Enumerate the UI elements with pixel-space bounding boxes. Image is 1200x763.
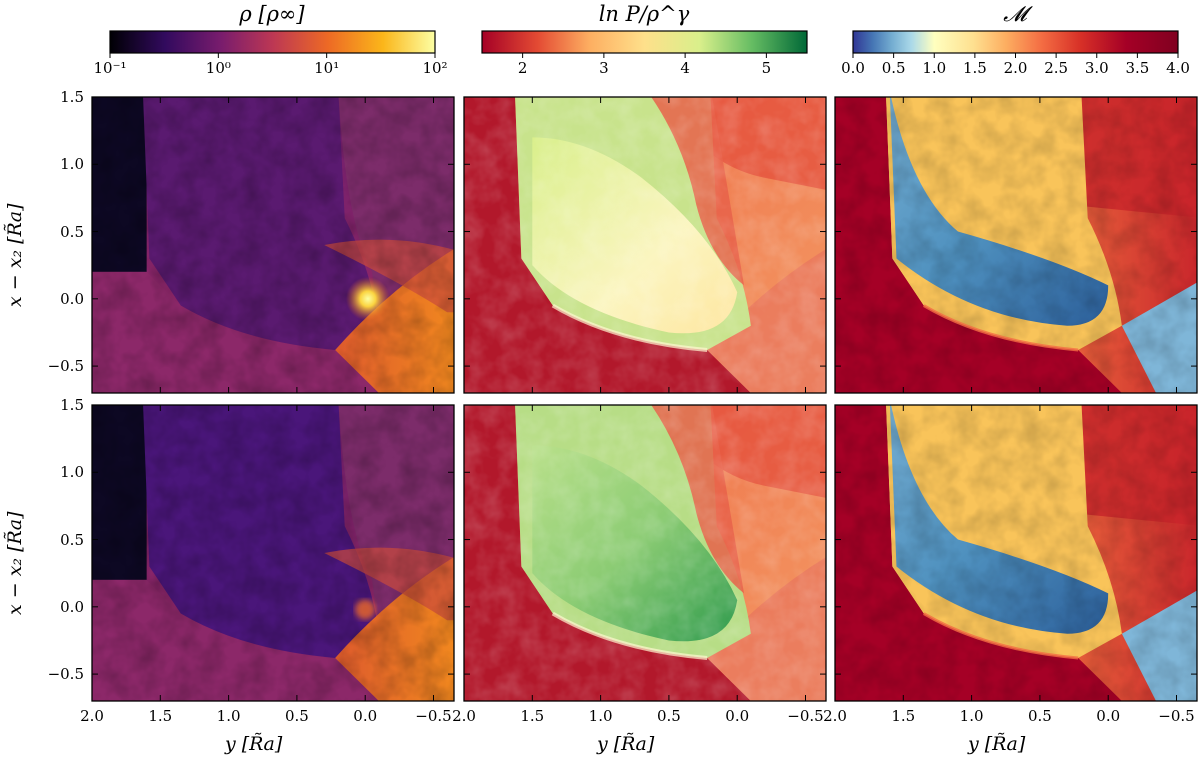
panel-frame: [91, 404, 455, 702]
x-axis-label: y [R̃a]: [968, 733, 1026, 755]
x-tick-label: 1.0: [588, 707, 613, 725]
x-tick-label: 1.0: [959, 707, 984, 725]
x-tick-label: 0.5: [1027, 707, 1052, 725]
panel-density-row2: [91, 404, 455, 702]
x-tick-label: −0.5: [1158, 707, 1195, 725]
y-tick-label: −0.5: [47, 357, 84, 376]
colorbar-tick-label: 2.5: [1044, 59, 1069, 77]
y-tick-label: 0.0: [60, 289, 84, 308]
colorbar-tick-label: 2.0: [1003, 59, 1028, 77]
y-tick-label: −0.5: [47, 665, 84, 684]
colorbar-mach-label: 𝓜: [1003, 2, 1027, 26]
panel-frame: [834, 404, 1198, 702]
x-tick-label: 1.0: [216, 707, 241, 725]
colorbar-tick-label: 2: [517, 59, 528, 77]
colorbar-tick-label: 3: [599, 59, 609, 77]
y-tick-label: 1.0: [60, 463, 84, 482]
x-tick-label: 0.0: [725, 707, 750, 725]
colorbar-tick-label: 4: [680, 59, 690, 77]
colorbar-entropy: [481, 30, 808, 54]
colorbar-tick-label: 4.0: [1166, 59, 1190, 77]
colorbar-tick-label: 10²: [422, 59, 448, 77]
colorbar-tick-label: 10¹: [314, 59, 340, 77]
y-tick-label: 1.0: [60, 155, 84, 174]
x-tick-label: 2.0: [823, 707, 847, 725]
panel-mach-row1: [834, 96, 1198, 394]
colorbar-tick-label: 0.0: [841, 59, 865, 77]
x-tick-label: 0.0: [1096, 707, 1121, 725]
colorbar-tick-label: 1.0: [922, 59, 947, 77]
x-tick-label: 1.5: [148, 707, 173, 725]
y-tick-label: 0.5: [60, 530, 84, 549]
colorbar-tick-label: 10⁻¹: [93, 59, 127, 77]
y-axis-label: x − x₂ [R̃a]: [4, 203, 26, 307]
y-tick-label: 1.5: [60, 396, 84, 414]
y-tick-label: 0.0: [60, 597, 84, 616]
panel-frame: [463, 96, 827, 394]
x-tick-label: 0.5: [656, 707, 681, 725]
colorbar-tick-label: 0.5: [881, 59, 906, 77]
x-tick-label: −0.5: [787, 707, 824, 725]
panel-density-row1: [91, 96, 455, 394]
x-tick-label: 2.0: [80, 707, 104, 725]
x-axis-label: y [R̃a]: [225, 733, 283, 755]
panel-mach-row2: [834, 404, 1198, 702]
colorbar-density-label: ρ [ρ∞]: [239, 2, 305, 26]
x-tick-label: 1.5: [520, 707, 545, 725]
colorbar-tick-label: 3.5: [1125, 59, 1150, 77]
x-tick-label: 0.0: [353, 707, 378, 725]
x-axis-label: y [R̃a]: [597, 733, 655, 755]
panel-frame: [463, 404, 827, 702]
colorbar-tick-label: 3.0: [1084, 59, 1109, 77]
panel-entropy-row2: [463, 404, 827, 702]
panel-frame: [834, 96, 1198, 394]
x-tick-label: 2.0: [452, 707, 476, 725]
colorbar-entropy-label: ln P/ρ^γ: [598, 2, 690, 26]
y-tick-label: 1.5: [60, 88, 84, 106]
panel-entropy-row1: [463, 96, 827, 394]
y-tick-label: 0.5: [60, 222, 84, 241]
x-tick-label: 0.5: [284, 707, 309, 725]
x-tick-label: 1.5: [891, 707, 916, 725]
colorbar-mach: [852, 30, 1179, 54]
colorbar-density: [109, 30, 436, 54]
colorbar-tick-label: 10⁰: [205, 59, 231, 77]
colorbar-tick-label: 1.5: [962, 59, 987, 77]
y-axis-label: x − x₂ [R̃a]: [4, 511, 26, 615]
x-tick-label: −0.5: [415, 707, 452, 725]
panel-frame: [91, 96, 455, 394]
colorbar-tick-label: 5: [761, 59, 772, 77]
